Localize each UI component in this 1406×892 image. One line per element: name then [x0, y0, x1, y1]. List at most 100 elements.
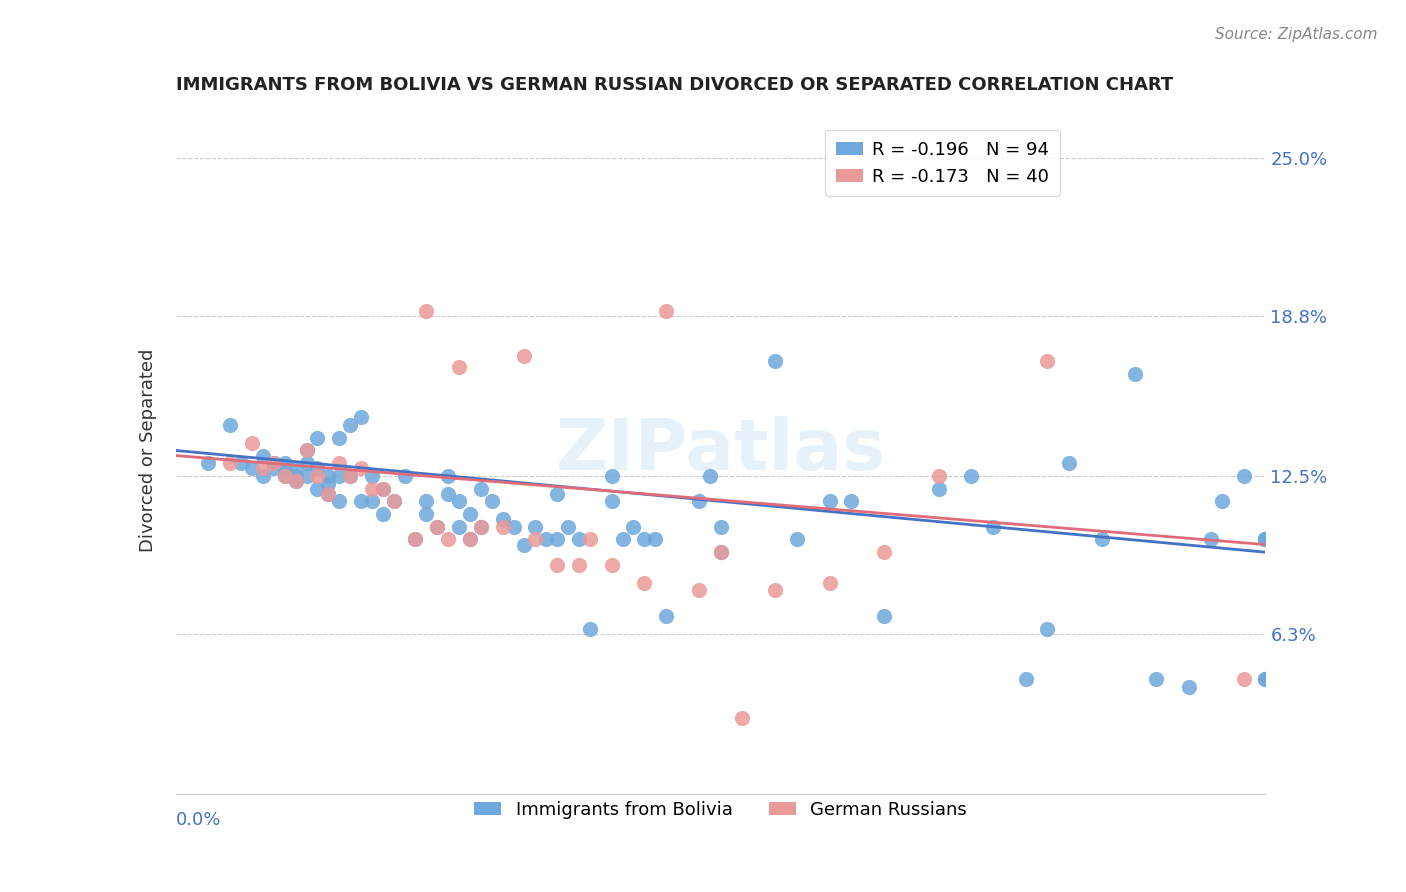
Point: [219, 417, 242, 432]
Point: [688, 494, 710, 508]
Point: [579, 622, 602, 636]
Point: [339, 469, 361, 483]
Point: [763, 583, 786, 598]
Point: [274, 469, 297, 483]
Point: [568, 558, 591, 572]
Point: [231, 456, 253, 470]
Point: [284, 474, 307, 488]
Point: [1254, 533, 1277, 547]
Point: [339, 417, 361, 432]
Point: [1015, 673, 1038, 687]
Point: [960, 469, 983, 483]
Point: [1091, 533, 1114, 547]
Point: [644, 533, 666, 547]
Point: [350, 494, 373, 508]
Point: [633, 575, 655, 590]
Point: [263, 461, 285, 475]
Point: [481, 494, 503, 508]
Point: [470, 520, 492, 534]
Point: [295, 443, 318, 458]
Point: [274, 469, 297, 483]
Point: [339, 469, 361, 483]
Point: [197, 456, 219, 470]
Point: [655, 303, 678, 318]
Point: [710, 520, 733, 534]
Point: [382, 494, 405, 508]
Point: [699, 469, 721, 483]
Point: [710, 545, 733, 559]
Point: [307, 431, 329, 445]
Point: [981, 520, 1004, 534]
Point: [295, 456, 318, 470]
Point: [240, 435, 263, 450]
Point: [318, 469, 340, 483]
Point: [818, 494, 841, 508]
Point: [274, 456, 297, 470]
Point: [873, 545, 896, 559]
Point: [492, 520, 515, 534]
Point: [612, 533, 634, 547]
Point: [307, 482, 329, 496]
Point: [873, 608, 896, 623]
Point: [579, 533, 602, 547]
Point: [307, 461, 329, 475]
Point: [458, 533, 481, 547]
Point: [447, 494, 470, 508]
Point: [688, 583, 710, 598]
Point: [263, 456, 285, 470]
Point: [328, 456, 350, 470]
Point: [470, 482, 492, 496]
Point: [371, 507, 394, 521]
Text: 0.0%: 0.0%: [176, 811, 221, 829]
Point: [328, 431, 350, 445]
Point: [284, 469, 307, 483]
Point: [818, 575, 841, 590]
Point: [841, 494, 863, 508]
Point: [405, 533, 427, 547]
Point: [1178, 680, 1201, 694]
Point: [307, 469, 329, 483]
Point: [295, 469, 318, 483]
Point: [295, 443, 318, 458]
Point: [240, 461, 263, 475]
Point: [786, 533, 808, 547]
Point: [621, 520, 644, 534]
Point: [437, 486, 460, 500]
Point: [1254, 673, 1277, 687]
Point: [328, 469, 350, 483]
Point: [371, 482, 394, 496]
Point: [360, 494, 382, 508]
Point: [263, 456, 285, 470]
Point: [1057, 456, 1080, 470]
Point: [415, 494, 437, 508]
Point: [219, 456, 242, 470]
Point: [252, 469, 274, 483]
Point: [284, 474, 307, 488]
Y-axis label: Divorced or Separated: Divorced or Separated: [139, 349, 157, 552]
Point: [360, 469, 382, 483]
Point: [600, 558, 623, 572]
Point: [1036, 622, 1059, 636]
Point: [1144, 673, 1167, 687]
Point: [405, 533, 427, 547]
Point: [318, 476, 340, 491]
Point: [252, 461, 274, 475]
Point: [371, 482, 394, 496]
Point: [557, 520, 579, 534]
Point: [928, 482, 950, 496]
Point: [1254, 673, 1277, 687]
Point: [763, 354, 786, 368]
Point: [534, 533, 557, 547]
Point: [415, 303, 437, 318]
Point: [546, 558, 568, 572]
Point: [1123, 367, 1146, 381]
Point: [633, 533, 655, 547]
Point: [600, 469, 623, 483]
Point: [710, 545, 733, 559]
Point: [1199, 533, 1222, 547]
Point: [426, 520, 449, 534]
Point: [318, 486, 340, 500]
Point: [360, 482, 382, 496]
Point: [426, 520, 449, 534]
Point: [447, 359, 470, 374]
